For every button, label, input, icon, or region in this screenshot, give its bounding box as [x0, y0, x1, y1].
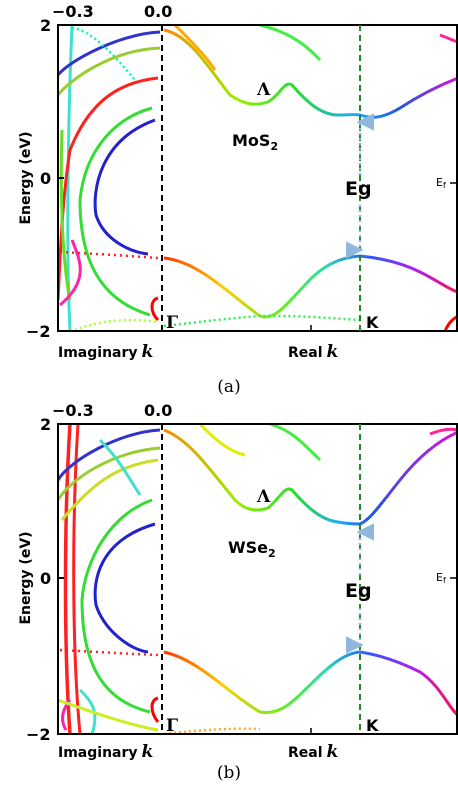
panel-a-top-tick-zero: 0.0	[144, 2, 172, 21]
panel-b-eg: Eg	[345, 580, 372, 602]
band-imag-b10	[78, 688, 97, 734]
band-imag-a11	[150, 296, 160, 322]
panel-b-top-tick-zero: 0.0	[144, 401, 172, 420]
panel-a-ytick-label-bot: −2	[26, 322, 51, 341]
band-real-a-val	[163, 254, 458, 319]
band-real-a-low	[163, 314, 361, 328]
panel-b-lambda: Λ	[256, 487, 271, 507]
panel-a-caption: (a)	[217, 377, 240, 397]
panel-b-ytick-label-mid: 0	[40, 569, 51, 588]
band-imag-a4	[58, 76, 159, 301]
panel-a-bands	[58, 25, 458, 331]
band-real-a-upper	[173, 25, 217, 71]
panel-a-ytick-label-mid: 0	[40, 169, 51, 188]
panel-b-ytick-label-top: 2	[40, 415, 51, 434]
band-real-b-low	[163, 727, 261, 734]
band-real-b-right	[429, 427, 458, 436]
panel-b-bands	[58, 424, 458, 734]
band-imag-a2	[58, 30, 161, 76]
panel-b-top-tick-neg: −0.3	[52, 401, 94, 420]
band-real-b-val	[163, 650, 458, 717]
band-imag-b6	[80, 498, 153, 714]
panel-a-k-point: K	[366, 313, 379, 332]
band-real-b-upper	[198, 424, 246, 457]
band-imag-b4	[58, 446, 161, 501]
band-imag-a8	[59, 239, 82, 307]
band-imag-a5	[78, 106, 153, 317]
panel-a: −0.3 0.0 2 0 −2 Energy (eV) Imaginary k R…	[18, 2, 458, 397]
band-imag-a7	[59, 129, 72, 301]
panel-a-frame	[57, 24, 458, 332]
panel-b-xlabel-real: Real k	[288, 742, 338, 762]
panel-b: −0.3 0.0 2 0 −2 Energy (eV) Imaginary k R…	[18, 401, 458, 783]
panel-b-fermi: Ef	[436, 571, 446, 585]
band-imag-a12	[74, 318, 159, 331]
panel-a-material: MoS2	[232, 131, 278, 153]
panel-b-caption: (b)	[217, 763, 241, 783]
band-real-a-cond	[163, 28, 458, 119]
panel-a-xlabel-imag: Imaginary k	[58, 342, 153, 362]
panel-b-gamma: Γ	[166, 716, 178, 736]
panel-b-ylabel: Energy (eV)	[18, 531, 34, 624]
band-imag-b12	[58, 698, 159, 732]
panel-a-lambda: Λ	[256, 80, 271, 100]
band-imag-b3	[58, 428, 161, 481]
band-imag-a3	[58, 46, 161, 96]
panel-b-material: WSe2	[228, 538, 276, 560]
band-imag-b5	[60, 458, 159, 521]
panel-b-xlabel-imag: Imaginary k	[58, 742, 153, 762]
panel-a-top-tick-neg: −0.3	[52, 2, 94, 21]
panel-a-eg: Eg	[345, 178, 372, 200]
panel-a-gamma: Γ	[166, 313, 178, 333]
band-real-a-right	[439, 33, 458, 44]
band-real-b-top	[269, 424, 322, 462]
band-imag-a9	[71, 26, 136, 81]
panel-b-ytick-label-bot: −2	[26, 725, 51, 744]
band-real-b-cond	[163, 428, 458, 526]
band-imag-b13	[150, 696, 160, 723]
band-imag-b7	[93, 522, 156, 654]
band-imag-b1	[63, 424, 72, 734]
panel-a-fermi: Ef	[436, 176, 446, 190]
band-imag-a6	[93, 118, 156, 256]
panel-b-k-point: K	[366, 716, 379, 735]
band-imag-b8	[98, 438, 142, 496]
band-imag-b2	[72, 424, 82, 734]
panel-a-xlabel-real: Real k	[288, 342, 338, 362]
panel-a-ytick-label-top: 2	[40, 16, 51, 35]
panel-a-ylabel: Energy (eV)	[18, 131, 34, 224]
band-real-a-top	[259, 25, 322, 62]
